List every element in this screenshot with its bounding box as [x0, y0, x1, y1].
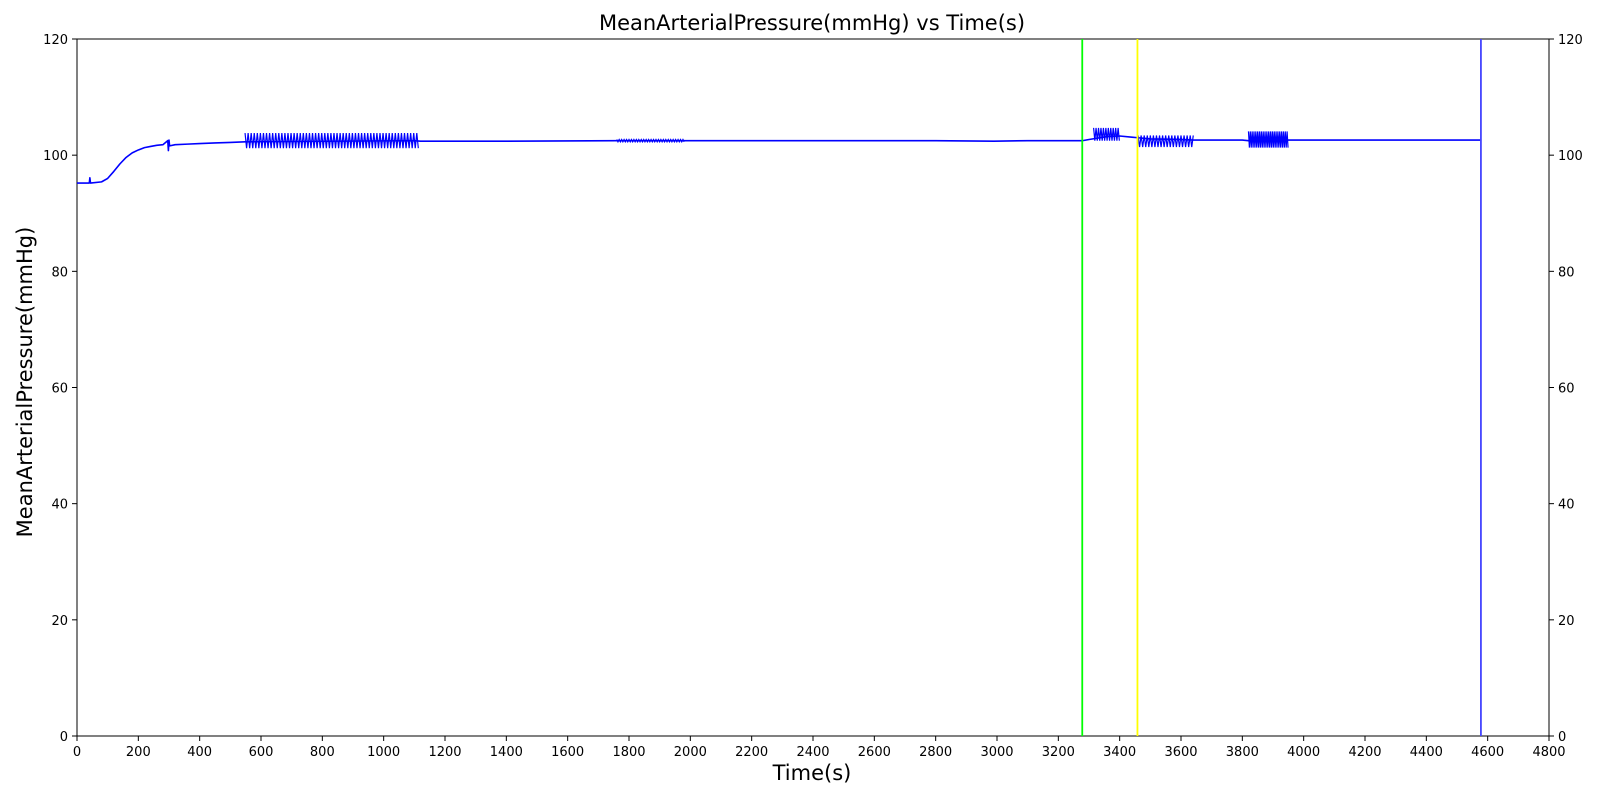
y-tick-label: 0	[60, 730, 68, 745]
plot-area	[76, 38, 1550, 737]
x-tick-label: 3200	[1042, 745, 1075, 760]
right-y-tick-label: 80	[1558, 265, 1575, 280]
right-y-tick-label: 0	[1558, 730, 1566, 745]
x-tick-label: 1800	[612, 745, 645, 760]
x-tick-label: 4600	[1471, 745, 1504, 760]
right-y-tick-label: 100	[1558, 149, 1583, 164]
right-y-axis-ticks: 0 20 40 60 80 100 120	[1549, 33, 1583, 745]
oscillation-band	[1247, 131, 1289, 148]
x-axis-ticks: 0 200 400 600 800 1000 1200 1400 1600 1800 2000 220…	[73, 736, 1566, 760]
x-tick-label: 4400	[1410, 745, 1443, 760]
y-axis-ticks: 0 20 40 60 80 100 120	[43, 33, 77, 745]
x-tick-label: 600	[249, 745, 274, 760]
right-y-tick-label: 60	[1558, 382, 1575, 397]
x-tick-label: 1200	[428, 745, 461, 760]
right-y-tick-label: 20	[1558, 614, 1575, 629]
x-tick-label: 2200	[735, 745, 768, 760]
x-tick-label: 0	[73, 745, 81, 760]
x-tick-label: 2400	[796, 745, 829, 760]
right-y-tick-label: 120	[1558, 33, 1583, 48]
x-tick-label: 4000	[1287, 745, 1320, 760]
oscillation-band	[1137, 135, 1194, 148]
x-tick-label: 400	[187, 745, 212, 760]
x-axis-label: Time(s)	[772, 761, 852, 785]
x-tick-label: 1400	[490, 745, 523, 760]
x-tick-label: 3000	[980, 745, 1013, 760]
marker-lines	[1081, 39, 1482, 736]
x-tick-label: 3600	[1164, 745, 1197, 760]
x-tick-label: 2800	[919, 745, 952, 760]
y-tick-label: 20	[51, 614, 68, 629]
x-tick-label: 200	[126, 745, 151, 760]
chart-title: MeanArterialPressure(mmHg) vs Time(s)	[599, 11, 1025, 35]
x-tick-label: 4800	[1532, 745, 1565, 760]
y-tick-label: 120	[43, 33, 68, 48]
y-axis-label: MeanArterialPressure(mmHg)	[13, 227, 37, 538]
x-tick-label: 1000	[367, 745, 400, 760]
x-tick-label: 4200	[1348, 745, 1381, 760]
y-tick-label: 60	[51, 382, 68, 397]
x-tick-label: 2600	[858, 745, 891, 760]
oscillation-band	[616, 138, 685, 144]
x-tick-label: 3800	[1226, 745, 1259, 760]
x-tick-label: 2000	[674, 745, 707, 760]
y-tick-label: 80	[51, 265, 68, 280]
right-y-tick-label: 40	[1558, 498, 1575, 513]
x-tick-label: 3400	[1103, 745, 1136, 760]
y-tick-label: 100	[43, 149, 68, 164]
y-tick-label: 40	[51, 498, 68, 513]
series-line	[77, 135, 1482, 184]
x-tick-label: 1600	[551, 745, 584, 760]
x-tick-label: 800	[310, 745, 335, 760]
oscillation-band	[1093, 127, 1120, 141]
data-layer	[77, 127, 1482, 184]
oscillation-band	[244, 133, 419, 149]
